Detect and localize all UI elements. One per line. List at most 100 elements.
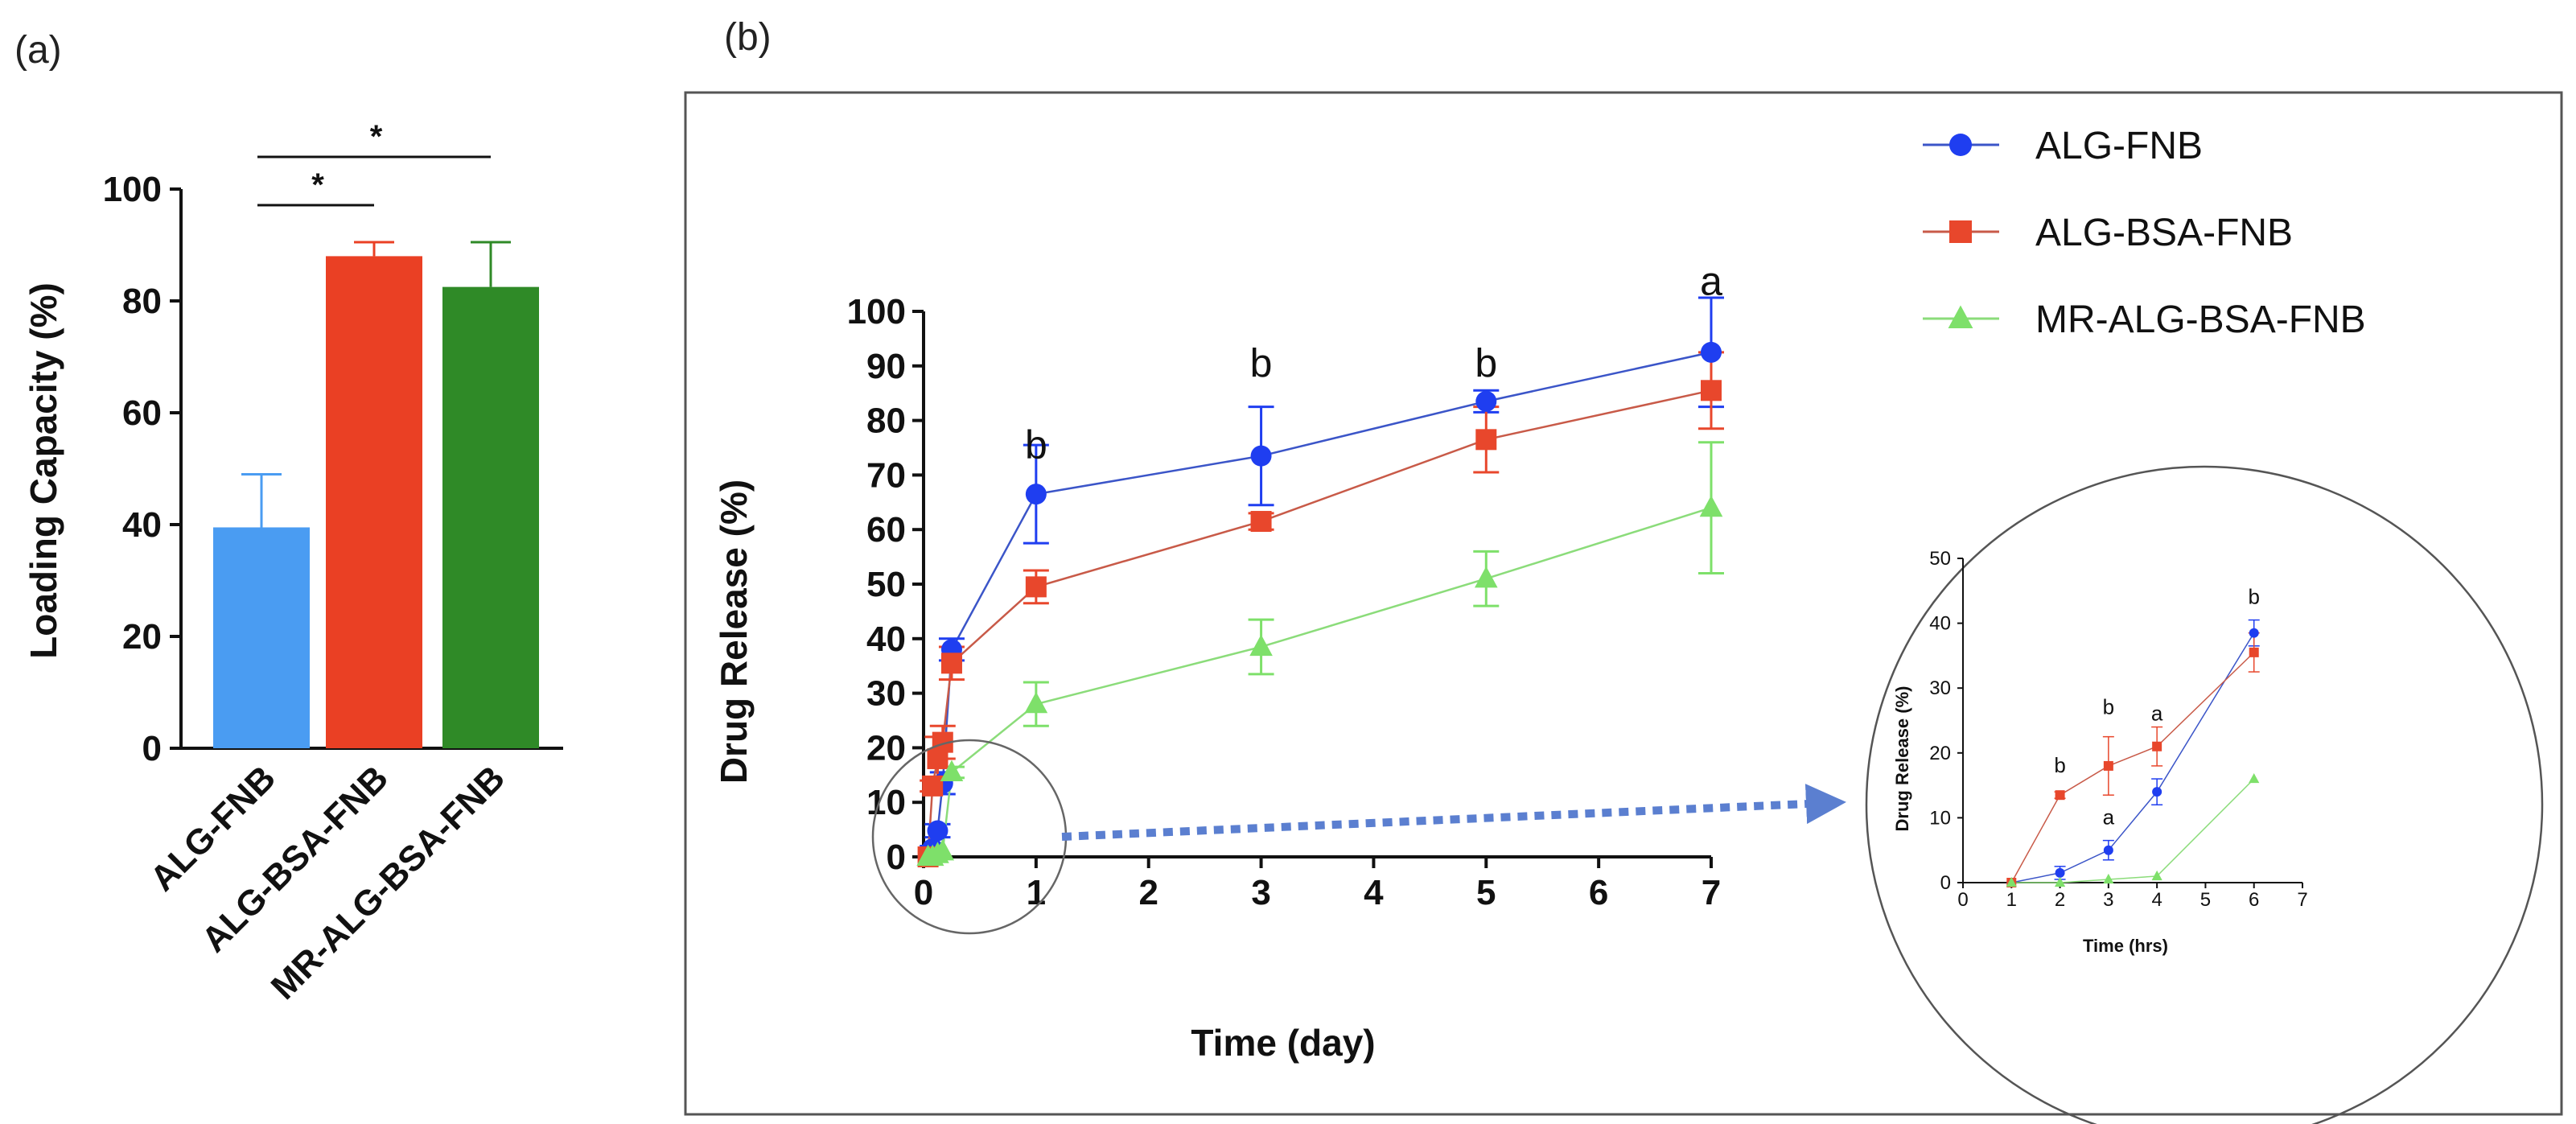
inset-annotation: b [2103, 694, 2114, 718]
chart-a-bar-alg-bsa-fnb [326, 256, 422, 748]
chart-a-category-label: MR-ALG-BSA-FNB [264, 758, 512, 1007]
inset-xtick-label: 0 [1957, 889, 1968, 911]
inset-annotation: a [2151, 702, 2163, 726]
chart-b-point-mr-alg-bsa-fnb [1699, 495, 1723, 517]
panel-b-frame [684, 91, 2563, 1116]
drug-release-chart: Drug Release (%) Time (day) 010203040506… [713, 259, 1724, 1064]
chart-a-ytick-label: 80 [122, 282, 162, 321]
zoom-arrow [1061, 784, 1846, 841]
inset-point-alg-bsa-fnb [2055, 790, 2065, 801]
inset-chart: Drug Release (%) Time (hrs) 0 10 20 30 40 50 0… [1892, 548, 2308, 956]
inset-point-mr-alg-bsa-fnb [2103, 873, 2114, 884]
chart-b-xtick-label: 2 [1138, 873, 1158, 912]
legend-marker-alg-fnb [1949, 134, 1972, 156]
chart-b-point-alg-bsa-fnb [940, 653, 962, 674]
chart-b-point-mr-alg-bsa-fnb [1474, 566, 1498, 588]
inset-ytick-label: 40 [1929, 613, 1951, 635]
inset-ytick-label: 30 [1929, 677, 1951, 699]
chart-b-point-alg-bsa-fnb [1025, 576, 1047, 598]
legend-label: ALG-FNB [2035, 125, 2203, 167]
inset-line-alg-fnb [2011, 632, 2255, 883]
legend-label: MR-ALG-BSA-FNB [2035, 298, 2366, 341]
inset-circle [1865, 465, 2544, 1124]
inset-xtick-label: 6 [2249, 889, 2259, 911]
chart-b-xtick-label: 4 [1364, 873, 1384, 912]
chart-a-ytick-label: 100 [103, 170, 162, 209]
legend: ALG-FNB ALG-BSA-FNB MR-ALG-BSA-FNB [1923, 125, 2366, 341]
chart-b-ytick-label: 60 [866, 510, 906, 550]
inset-point-alg-bsa-fnb [2249, 647, 2259, 657]
chart-b-annotation: b [1250, 340, 1273, 385]
panel-label-a: (a) [14, 29, 62, 72]
inset-ylabel: Drug Release (%) [1892, 686, 1912, 832]
inset-point-mr-alg-bsa-fnb [2054, 876, 2066, 887]
inset-xtick-label: 1 [2006, 889, 2017, 911]
inset-line-alg-bsa-fnb [2010, 652, 2255, 883]
chart-b-point-alg-bsa-fnb [1475, 429, 1497, 451]
chart-b-ytick-label: 40 [866, 620, 906, 659]
chart-a-bar-mr-alg-bsa-fnb [442, 286, 539, 748]
inset-ytick-label: 50 [1929, 548, 1951, 570]
inset-point-alg-bsa-fnb [2103, 760, 2113, 771]
loading-capacity-chart: Loading Capacity (%) 020406080100ALG-FNB… [23, 119, 563, 1007]
legend-marker-alg-bsa-fnb [1949, 220, 1972, 243]
legend-marker-mr-alg-bsa-fnb [1948, 305, 1973, 328]
chart-a-ylabel: Loading Capacity (%) [23, 282, 64, 659]
chart-b-ytick-label: 0 [887, 838, 906, 877]
legend-label: ALG-BSA-FNB [2035, 212, 2293, 254]
inset-xtick-label: 2 [2055, 889, 2065, 911]
chart-b-ytick-label: 30 [866, 674, 906, 714]
inset-annotation: a [2103, 805, 2115, 829]
inset-annotation: b [2248, 584, 2259, 608]
chart-b-ytick-label: 80 [866, 401, 906, 441]
inset-xtick-label: 7 [2297, 889, 2307, 911]
inset-ytick-label: 10 [1929, 807, 1951, 829]
chart-b-ytick-label: 100 [847, 292, 906, 331]
chart-a-ytick-label: 20 [122, 617, 162, 657]
inset-point-alg-fnb [2249, 628, 2259, 638]
inset-point-alg-fnb [2103, 845, 2113, 855]
chart-b-point-mr-alg-bsa-fnb [1024, 691, 1048, 714]
inset-point-mr-alg-bsa-fnb [2151, 870, 2162, 881]
chart-b-point-alg-fnb [927, 820, 949, 842]
chart-b-xtick-label: 5 [1476, 873, 1496, 912]
inset-xtick-label: 5 [2200, 889, 2211, 911]
chart-b-ytick-label: 50 [866, 565, 906, 604]
chart-b-xtick-label: 7 [1702, 873, 1721, 912]
chart-b-point-alg-fnb [1250, 445, 1272, 467]
chart-b-xtick-label: 3 [1251, 873, 1270, 912]
inset-xtick-label: 3 [2103, 889, 2113, 911]
chart-b-point-alg-fnb [1475, 390, 1497, 412]
chart-b-ytick-label: 90 [866, 347, 906, 386]
chart-b-point-alg-bsa-fnb [1250, 511, 1272, 533]
chart-b-xtick-label: 6 [1589, 873, 1608, 912]
inset-xtick-label: 4 [2151, 889, 2162, 911]
chart-b-point-mr-alg-bsa-fnb [940, 760, 964, 782]
chart-b-point-alg-fnb [1701, 341, 1722, 363]
zoom-region-circle [871, 739, 1068, 935]
inset-xlabel: Time (hrs) [2083, 936, 2168, 956]
chart-b-point-alg-bsa-fnb [922, 775, 944, 797]
chart-b-ylabel: Drug Release (%) [713, 480, 755, 784]
inset-ytick-label: 20 [1929, 743, 1951, 764]
chart-a-significance-mark: * [311, 167, 324, 203]
panel-label-b: (b) [724, 16, 772, 59]
inset-ytick-label: 0 [1940, 872, 1951, 894]
chart-a-significance-mark: * [370, 119, 383, 154]
inset-annotation: b [2054, 753, 2065, 777]
chart-a-ytick-label: 0 [142, 729, 162, 768]
chart-b-point-mr-alg-bsa-fnb [1249, 634, 1273, 657]
inset-point-alg-bsa-fnb [2152, 741, 2162, 751]
chart-b-point-alg-fnb [1025, 484, 1047, 505]
chart-b-point-mr-alg-bsa-fnb [931, 838, 955, 861]
chart-b-annotation: a [1700, 259, 1722, 304]
inset-point-mr-alg-bsa-fnb [2249, 772, 2260, 784]
chart-b-xtick-label: 0 [914, 873, 933, 912]
chart-a-bar-alg-fnb [213, 527, 310, 748]
chart-b-ytick-label: 20 [866, 728, 906, 768]
chart-b-annotation: b [1025, 422, 1047, 467]
inset-point-alg-fnb [2055, 867, 2065, 878]
inset-point-mr-alg-bsa-fnb [2006, 876, 2017, 887]
chart-b-annotation: b [1475, 340, 1497, 385]
